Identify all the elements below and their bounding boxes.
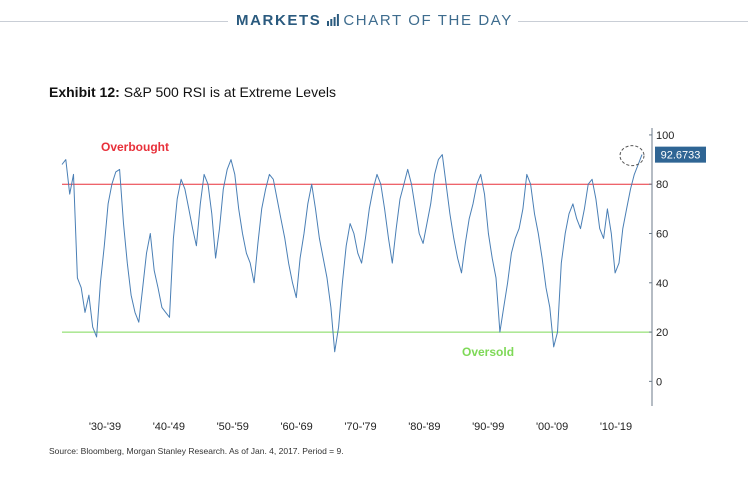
bar-chart-icon [327,13,340,30]
y-tick-label: 100 [656,130,674,142]
y-tick-label: 40 [656,278,668,290]
header-rule-right [518,21,748,22]
chart-of-the-day-label: CHART OF THE DAY [343,12,513,29]
x-tick-label: '30-'39 [89,421,121,433]
x-tick-label: '40-'49 [153,421,185,433]
overbought-label: Overbought [101,140,169,154]
latest-value-label: 92.6733 [661,150,701,162]
source-note: Source: Bloomberg, Morgan Stanley Resear… [49,446,344,456]
x-axis-labels: '30-'39 '40-'49 '50-'59 '60-'69 '70-'79 '80-'… [89,421,632,433]
y-tick-label: 0 [656,376,662,388]
exhibit-number: Exhibit 12: [49,84,120,100]
x-tick-label: '80-'89 [408,421,440,433]
markets-label: MARKETS [236,12,322,29]
x-tick-label: '70-'79 [344,421,376,433]
reference-lines [62,183,652,333]
y-axis: 0 20 40 60 80 100 [649,128,674,406]
rsi-series-line-0 [61,154,643,353]
x-tick-label: '00-'09 [536,421,568,433]
oversold-label: Oversold [462,345,514,359]
x-tick-label: '60-'69 [280,421,312,433]
annotations: Overbought Oversold 92.6733 [101,140,706,359]
chart-of-the-day-header: MARKETS CHART OF THE DAY [0,10,748,32]
header-title: MARKETS CHART OF THE DAY [236,12,513,30]
header-rule-left [0,21,228,22]
x-tick-label: '10-'19 [600,421,632,433]
latest-value-highlight [619,145,645,167]
y-tick-label: 80 [656,179,668,191]
y-tick-label: 60 [656,229,668,241]
x-tick-label: '50-'59 [217,421,249,433]
series-layer [61,154,643,353]
exhibit-heading: S&P 500 RSI is at Extreme Levels [123,84,336,100]
latest-value-box [655,146,706,163]
x-tick-label: '90-'99 [472,421,504,433]
y-tick-label: 20 [656,327,668,339]
exhibit-title: Exhibit 12: S&P 500 RSI is at Extreme Lev… [49,84,336,100]
